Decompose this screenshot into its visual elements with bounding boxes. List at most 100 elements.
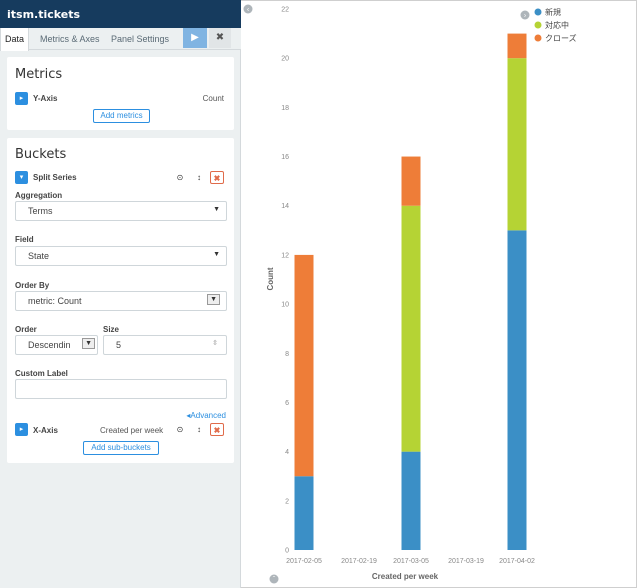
bar-segment[interactable] xyxy=(507,33,527,59)
legend-item-label[interactable]: クローズ xyxy=(545,33,577,43)
expand-x-axis-button[interactable]: ▸ xyxy=(15,423,28,436)
legend-item-label[interactable]: 新規 xyxy=(545,7,561,17)
legend-swatch[interactable] xyxy=(534,34,542,42)
chevron-down-icon: ▾ xyxy=(19,174,24,181)
reorder-icon[interactable]: ↕ xyxy=(197,173,201,182)
bar-segment[interactable] xyxy=(507,230,527,550)
bar-segment[interactable] xyxy=(507,58,527,231)
tab-metrics-axes[interactable]: Metrics & Axes xyxy=(40,34,100,44)
tab-data[interactable]: Data xyxy=(0,28,30,51)
caret-down-icon: ▼ xyxy=(213,206,220,213)
collapse-split-series-button[interactable]: ▾ xyxy=(15,171,28,184)
custom-label-input[interactable] xyxy=(15,379,227,399)
y-tick-label: 4 xyxy=(285,449,289,456)
chevron-right-icon: › xyxy=(524,13,527,20)
bars xyxy=(294,33,527,550)
size-label: Size xyxy=(103,325,120,334)
order-select[interactable]: Descendin ▼ xyxy=(15,335,98,355)
chevron-right-icon: ▸ xyxy=(19,426,24,433)
x-tick-label: 2017-02-19 xyxy=(341,558,377,565)
spinner-icon[interactable]: ⇳ xyxy=(212,340,218,347)
metrics-section: Metrics ▸ Y-Axis Count Add metrics xyxy=(7,57,234,130)
field-value: State xyxy=(28,251,50,261)
toggle-icon[interactable]: ⊙ xyxy=(176,173,184,182)
play-icon: ▶ xyxy=(191,32,199,43)
aggregation-value: Terms xyxy=(28,206,53,216)
order-by-value: metric: Count xyxy=(28,296,82,306)
aggregation-select[interactable]: Terms ▼ xyxy=(15,201,227,221)
metrics-title: Metrics xyxy=(15,67,63,82)
y-tick-label: 18 xyxy=(281,105,289,112)
bar-segment[interactable] xyxy=(401,205,421,452)
y-tick-label: 8 xyxy=(285,351,289,358)
field-label: Field xyxy=(15,235,34,244)
toggle-legend-circle[interactable] xyxy=(520,10,530,20)
bar-segment[interactable] xyxy=(294,254,314,477)
collapse-sidebar-button[interactable]: ‹ xyxy=(243,4,253,14)
y-tick-label: 14 xyxy=(281,203,289,210)
sidebar: itsm.tickets Data Metrics & Axes Panel S… xyxy=(0,0,241,588)
y-tick-label: 10 xyxy=(281,302,289,309)
size-input[interactable]: 5 ⇳ xyxy=(103,335,227,355)
size-value: 5 xyxy=(116,340,122,350)
legend-item-label[interactable]: 対応中 xyxy=(545,20,569,30)
y-tick-label: 12 xyxy=(281,252,289,259)
discard-changes-button[interactable]: ✖ xyxy=(209,28,231,48)
add-sub-buckets-button[interactable]: Add sub-buckets xyxy=(83,441,159,455)
y-tick-label: 0 xyxy=(285,548,289,555)
chevron-up-icon: ˆ xyxy=(273,577,276,584)
y-tick-label: 22 xyxy=(281,7,289,14)
close-icon: ✖ xyxy=(213,174,221,183)
chevron-left-icon: ‹ xyxy=(247,7,250,14)
y-axis-label: Count xyxy=(266,267,275,290)
advanced-label: Advanced xyxy=(190,411,226,420)
reorder-icon[interactable]: ↕ xyxy=(197,425,201,434)
toggle-legend-button[interactable]: › xyxy=(520,10,530,20)
y-axis-title[interactable]: Y-Axis xyxy=(33,94,58,103)
caret-down-icon: ▼ xyxy=(213,251,220,258)
field-select[interactable]: State ▼ xyxy=(15,246,227,266)
add-metrics-button[interactable]: Add metrics xyxy=(93,109,150,123)
close-icon: ✖ xyxy=(215,32,225,43)
sidebar-tabs: Data Metrics & Axes Panel Settings xyxy=(0,28,241,51)
bar-segment[interactable] xyxy=(401,451,421,550)
order-by-select[interactable]: metric: Count ▼ xyxy=(15,291,227,311)
x-tick-label: 2017-04-02 xyxy=(499,558,535,565)
toggle-icon[interactable]: ⊙ xyxy=(176,425,184,434)
y-tick-label: 2 xyxy=(285,498,289,505)
toggle-spy-panel-button[interactable]: ˆ xyxy=(269,574,279,584)
order-by-label: Order By xyxy=(15,281,50,290)
legend-swatch[interactable] xyxy=(534,21,542,29)
caret-left-icon: ◂ xyxy=(186,411,191,420)
y-tick-label: 16 xyxy=(281,154,289,161)
split-series-title[interactable]: Split Series xyxy=(33,173,77,182)
bar-segment[interactable] xyxy=(294,476,314,550)
collapse-sidebar-circle[interactable] xyxy=(243,4,253,14)
index-pattern-title: itsm.tickets xyxy=(0,0,241,28)
remove-split-series-button[interactable]: ✖ xyxy=(210,171,224,184)
expand-y-axis-button[interactable]: ▸ xyxy=(15,92,28,105)
x-axis-title[interactable]: X-Axis xyxy=(33,426,58,435)
x-axis-label: Created per week xyxy=(372,572,439,581)
x-tick-label: 2017-03-19 xyxy=(448,558,484,565)
order-label: Order xyxy=(15,325,37,334)
toggle-spy-circle[interactable] xyxy=(269,574,279,584)
chart-area: ‹ › ˆ 0 2 4 6 8 10 12 14 16 18 20 22 2017-02-05 2017… xyxy=(241,0,637,588)
x-axis-value: Created per week xyxy=(100,426,164,435)
order-value: Descendin xyxy=(28,340,71,350)
x-tick-label: 2017-03-05 xyxy=(393,558,429,565)
remove-x-axis-button[interactable]: ✖ xyxy=(210,423,224,436)
y-tick-label: 6 xyxy=(285,400,289,407)
advanced-toggle[interactable]: ◂Advanced xyxy=(186,411,226,420)
legend-swatch[interactable] xyxy=(534,8,542,16)
apply-changes-button[interactable]: ▶ xyxy=(183,28,207,48)
buckets-title: Buckets xyxy=(15,147,67,162)
x-tick-label: 2017-02-05 xyxy=(286,558,322,565)
x-axis-ticks: 2017-02-05 2017-02-19 2017-03-05 2017-03-19… xyxy=(286,558,535,565)
tab-panel-settings[interactable]: Panel Settings xyxy=(111,34,170,44)
aggregation-label: Aggregation xyxy=(15,191,63,200)
y-axis-ticks: 0 2 4 6 8 10 12 14 16 18 20 22 xyxy=(281,7,289,555)
bar-segment[interactable] xyxy=(401,156,421,206)
